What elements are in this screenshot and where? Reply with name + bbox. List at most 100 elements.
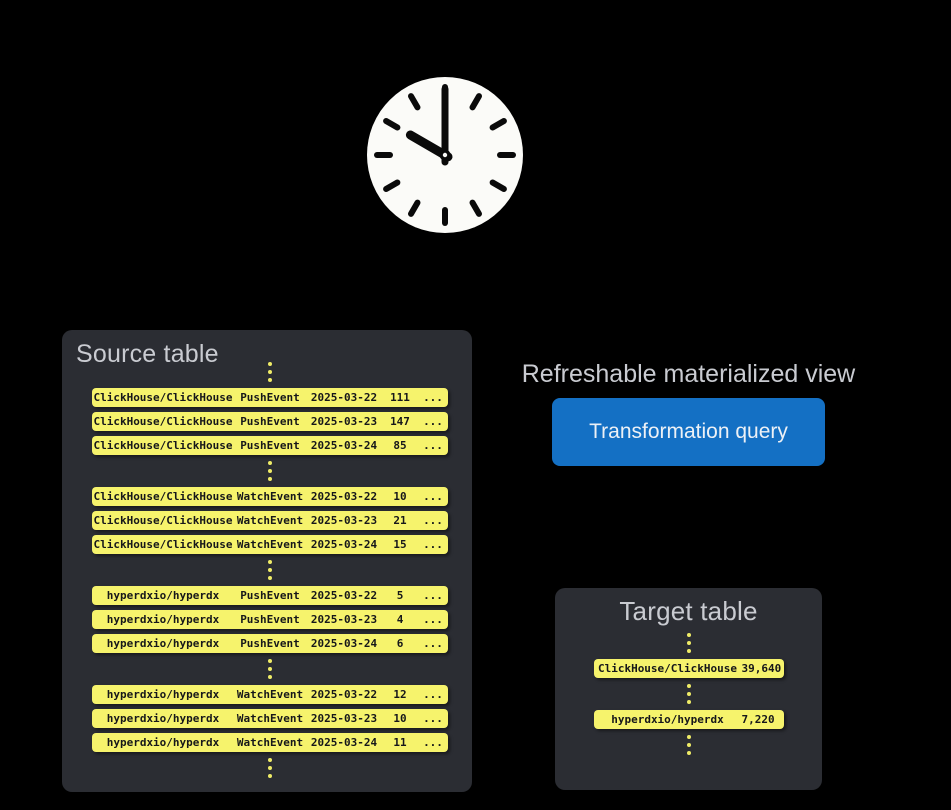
repo-cell: hyperdxio/hyperdx: [106, 736, 220, 749]
ellipsis-dots: [686, 735, 691, 755]
event-cell: PushEvent: [240, 613, 300, 626]
count-cell: 10: [393, 490, 407, 503]
repo-cell: ClickHouse/ClickHouse: [93, 415, 233, 428]
count-cell: 12: [393, 688, 407, 701]
ellipsis-dots: [268, 758, 272, 778]
table-row: hyperdxio/hyperdx WatchEvent 2025-03-22 …: [92, 685, 448, 704]
date-cell: 2025-03-22: [310, 589, 378, 602]
repo-cell: hyperdxio/hyperdx: [106, 613, 220, 626]
count-cell: 85: [393, 439, 407, 452]
event-cell: PushEvent: [240, 637, 300, 650]
date-cell: 2025-03-23: [310, 613, 378, 626]
repo-cell: ClickHouse/ClickHouse: [93, 538, 233, 551]
event-cell: WatchEvent: [236, 736, 304, 749]
materialized-view-section: Refreshable materialized view Transforma…: [487, 360, 890, 466]
source-table-panel: Source table ClickHouse/ClickHouse PushE…: [62, 330, 472, 792]
table-row: hyperdxio/hyperdx WatchEvent 2025-03-24 …: [92, 733, 448, 752]
ellipsis-dots: [268, 461, 272, 481]
repo-cell: hyperdxio/hyperdx: [106, 688, 220, 701]
repo-cell: ClickHouse/ClickHouse: [597, 662, 738, 675]
source-group-clickhouse-push: ClickHouse/ClickHouse PushEvent 2025-03-…: [92, 388, 448, 455]
source-table-title: Source table: [76, 340, 219, 368]
count-cell: 21: [393, 514, 407, 527]
target-table-rows: ClickHouse/ClickHouse 39,640 hyperdxio/h…: [555, 627, 822, 761]
total-cell: 39,640: [741, 662, 782, 675]
table-row: ClickHouse/ClickHouse PushEvent 2025-03-…: [92, 412, 448, 431]
more-cell: ...: [423, 688, 443, 701]
repo-cell: hyperdxio/hyperdx: [611, 713, 724, 726]
table-row: hyperdxio/hyperdx 7,220: [593, 710, 784, 729]
repo-cell: ClickHouse/ClickHouse: [93, 391, 233, 404]
table-row: ClickHouse/ClickHouse PushEvent 2025-03-…: [92, 388, 448, 407]
table-row: hyperdxio/hyperdx PushEvent 2025-03-22 5…: [92, 586, 448, 605]
more-cell: ...: [423, 490, 443, 503]
table-row: hyperdxio/hyperdx PushEvent 2025-03-24 6…: [92, 634, 448, 653]
date-cell: 2025-03-22: [310, 391, 378, 404]
table-row: ClickHouse/ClickHouse PushEvent 2025-03-…: [92, 436, 448, 455]
ellipsis-dots: [268, 560, 272, 580]
more-cell: ...: [423, 415, 443, 428]
count-cell: 4: [396, 613, 404, 626]
more-cell: ...: [423, 439, 443, 452]
event-cell: PushEvent: [240, 415, 300, 428]
more-cell: ...: [423, 712, 443, 725]
event-cell: WatchEvent: [236, 688, 304, 701]
count-cell: 5: [396, 589, 404, 602]
count-cell: 15: [393, 538, 407, 551]
more-cell: ...: [423, 736, 443, 749]
date-cell: 2025-03-24: [310, 538, 378, 551]
more-cell: ...: [423, 514, 443, 527]
ellipsis-dots: [268, 362, 272, 382]
more-cell: ...: [423, 613, 443, 626]
total-cell: 7,220: [741, 713, 775, 726]
event-cell: WatchEvent: [236, 538, 304, 551]
ellipsis-dots: [686, 633, 691, 653]
count-cell: 147: [390, 415, 410, 428]
more-cell: ...: [423, 589, 443, 602]
count-cell: 10: [393, 712, 407, 725]
count-cell: 6: [396, 637, 404, 650]
table-row: hyperdxio/hyperdx WatchEvent 2025-03-23 …: [92, 709, 448, 728]
date-cell: 2025-03-24: [310, 736, 378, 749]
ellipsis-dots: [268, 659, 272, 679]
date-cell: 2025-03-22: [310, 490, 378, 503]
event-cell: WatchEvent: [236, 490, 304, 503]
repo-cell: ClickHouse/ClickHouse: [93, 514, 233, 527]
date-cell: 2025-03-23: [310, 514, 378, 527]
date-cell: 2025-03-24: [310, 637, 378, 650]
materialized-view-heading: Refreshable materialized view: [521, 360, 856, 388]
repo-cell: hyperdxio/hyperdx: [106, 637, 220, 650]
more-cell: ...: [423, 538, 443, 551]
source-group-hyperdx-watch: hyperdxio/hyperdx WatchEvent 2025-03-22 …: [92, 685, 448, 752]
source-table-rows: ClickHouse/ClickHouse PushEvent 2025-03-…: [92, 356, 448, 784]
event-cell: PushEvent: [240, 439, 300, 452]
table-row: ClickHouse/ClickHouse 39,640: [593, 659, 784, 678]
event-cell: PushEvent: [240, 391, 300, 404]
repo-cell: hyperdxio/hyperdx: [106, 712, 220, 725]
date-cell: 2025-03-23: [310, 712, 378, 725]
event-cell: WatchEvent: [236, 514, 304, 527]
event-cell: WatchEvent: [236, 712, 304, 725]
repo-cell: hyperdxio/hyperdx: [106, 589, 220, 602]
count-cell: 111: [390, 391, 410, 404]
more-cell: ...: [423, 637, 443, 650]
date-cell: 2025-03-24: [310, 439, 378, 452]
transformation-query-button: Transformation query: [552, 398, 825, 466]
table-row: hyperdxio/hyperdx PushEvent 2025-03-23 4…: [92, 610, 448, 629]
date-cell: 2025-03-22: [310, 688, 378, 701]
table-row: ClickHouse/ClickHouse WatchEvent 2025-03…: [92, 535, 448, 554]
target-table-title: Target table: [619, 596, 758, 626]
date-cell: 2025-03-23: [310, 415, 378, 428]
repo-cell: ClickHouse/ClickHouse: [93, 490, 233, 503]
repo-cell: ClickHouse/ClickHouse: [93, 439, 233, 452]
count-cell: 11: [393, 736, 407, 749]
target-table-panel: Target table ClickHouse/ClickHouse 39,64…: [555, 588, 822, 790]
event-cell: PushEvent: [240, 589, 300, 602]
table-row: ClickHouse/ClickHouse WatchEvent 2025-03…: [92, 487, 448, 506]
table-row: ClickHouse/ClickHouse WatchEvent 2025-03…: [92, 511, 448, 530]
source-group-hyperdx-push: hyperdxio/hyperdx PushEvent 2025-03-22 5…: [92, 586, 448, 653]
clock-icon: [365, 75, 525, 235]
more-cell: ...: [423, 391, 443, 404]
source-group-clickhouse-watch: ClickHouse/ClickHouse WatchEvent 2025-03…: [92, 487, 448, 554]
ellipsis-dots: [686, 684, 691, 704]
